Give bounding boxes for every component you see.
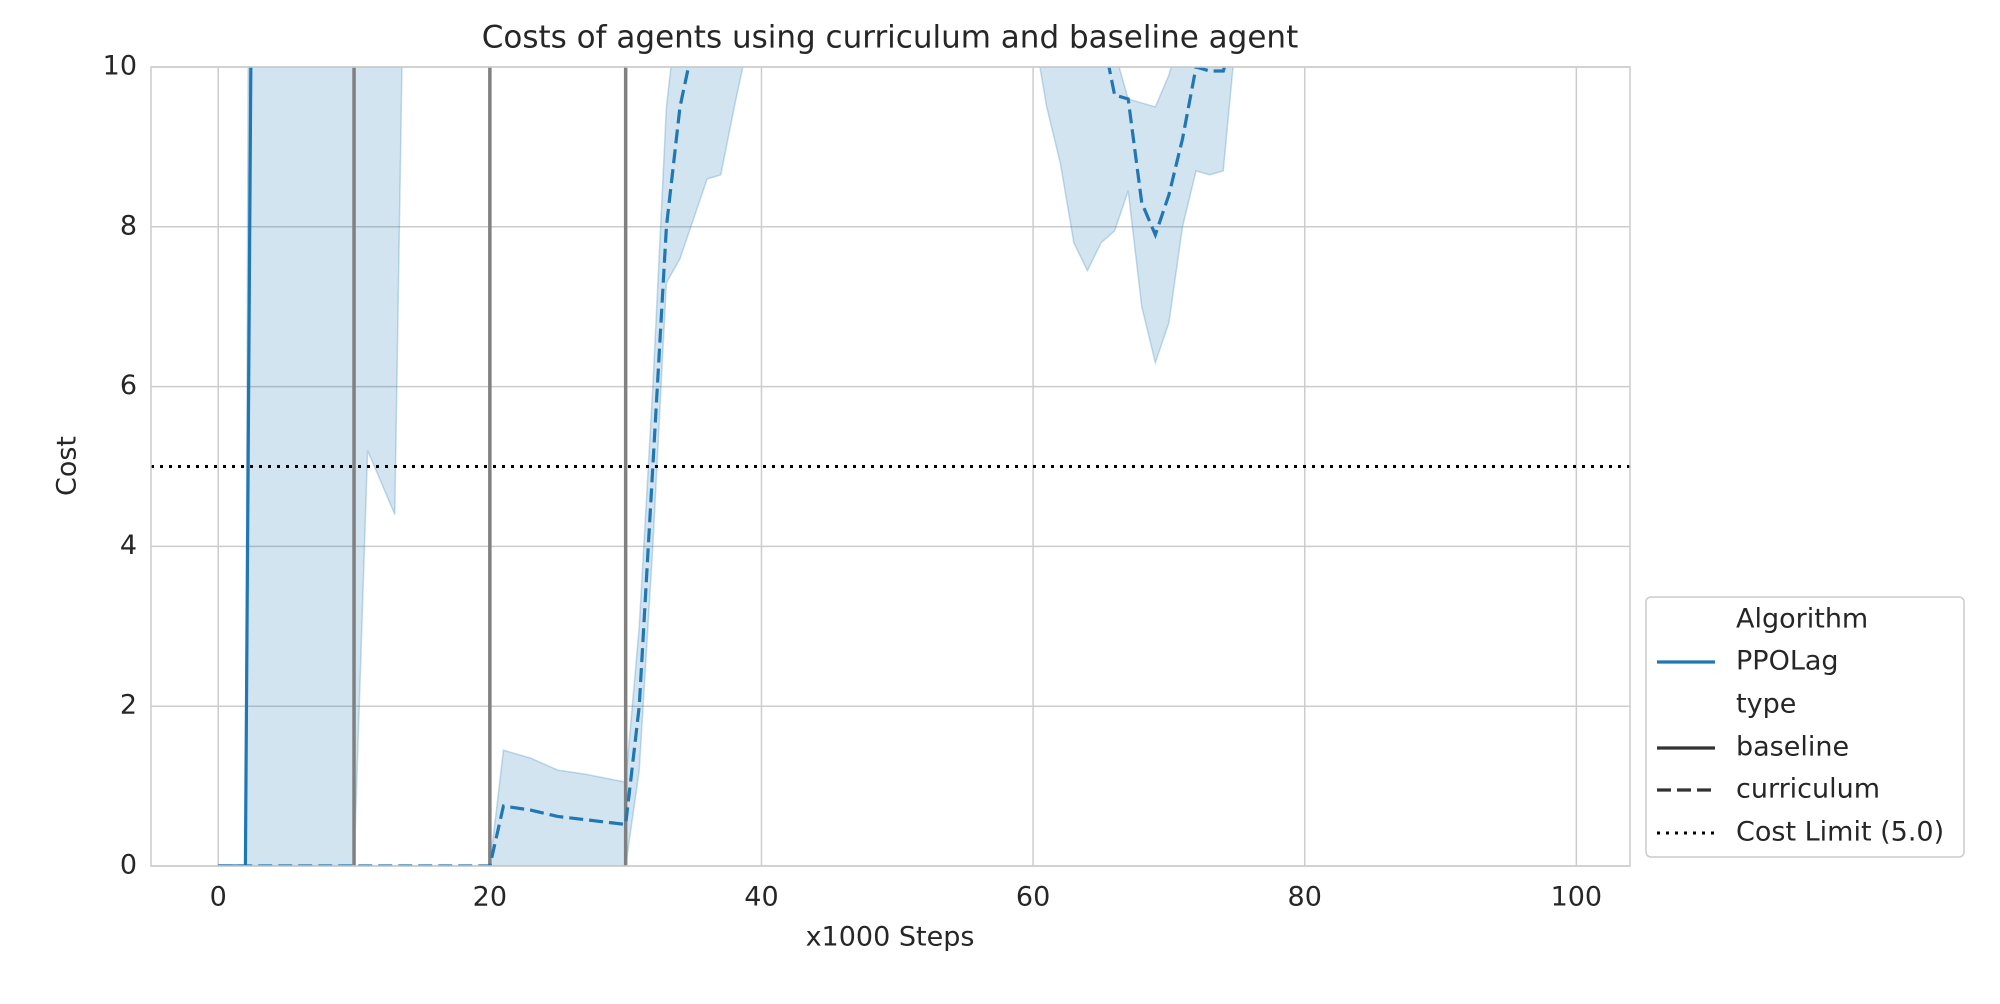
confidence-band (218, 67, 403, 866)
plot-area (151, 67, 1630, 866)
legend-label: PPOLag (1736, 646, 1839, 677)
legend: Algorithm PPOLag type baseline curriculum Cos… (1645, 596, 1965, 858)
chart-title: Costs of agents using curriculum and bas… (482, 20, 1298, 56)
legend-box (1645, 596, 1965, 858)
legend-label: Cost Limit (5.0) (1736, 817, 1944, 848)
y-tick-label: 8 (120, 210, 137, 241)
legend-title: Algorithm (1736, 604, 1868, 635)
confidence-band (218, 67, 1234, 866)
x-tick-label: 80 (1288, 882, 1322, 913)
x-tick-label: 100 (1551, 882, 1603, 913)
plot-frame (150, 66, 1631, 867)
x-tick-label: 0 (210, 882, 227, 913)
x-tick-label: 40 (744, 882, 778, 913)
y-tick-label: 6 (120, 370, 137, 401)
legend-label: curriculum (1736, 774, 1880, 805)
series-line (218, 67, 1227, 866)
y-tick-label: 10 (103, 51, 137, 82)
x-tick-label: 60 (1016, 882, 1050, 913)
y-tick-label: 4 (120, 530, 137, 561)
y-tick-label: 0 (120, 850, 137, 881)
y-axis-label: Cost (52, 436, 83, 496)
legend-label: baseline (1736, 732, 1849, 763)
legend-title: type (1736, 689, 1796, 720)
x-tick-label: 20 (473, 882, 507, 913)
x-axis-label: x1000 Steps (806, 922, 975, 953)
y-tick-label: 2 (120, 690, 137, 721)
